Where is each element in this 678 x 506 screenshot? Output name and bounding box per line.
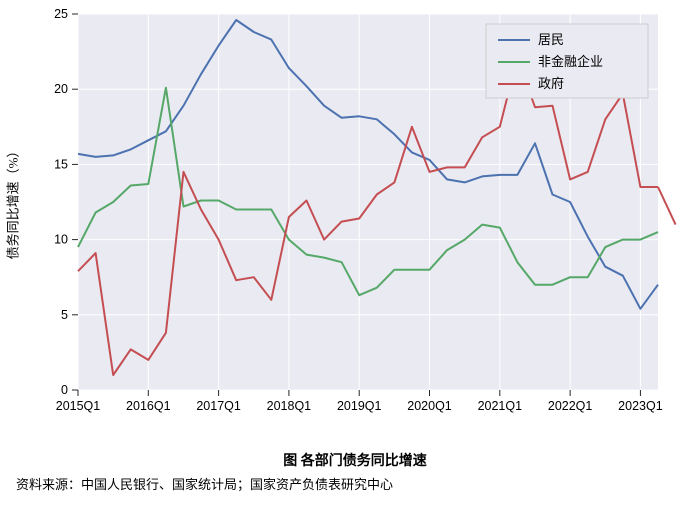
y-tick-label: 25	[54, 7, 68, 21]
x-tick-label: 2017Q1	[196, 399, 241, 413]
caption-block: 图 各部门债务同比增速资料来源：中国人民银行、国家统计局；国家资产负债表研究中心	[0, 438, 678, 493]
chart-svg: 0 5 10 15 20 25 2015Q1 2016Q1 2017Q1 2018Q1 2019Q1…	[0, 0, 678, 438]
y-tick-label: 0	[61, 383, 68, 397]
legend-label: 政府	[538, 76, 564, 91]
y-tick-label: 15	[54, 157, 68, 171]
x-tick-label: 2019Q1	[337, 399, 382, 413]
x-tick-label: 2020Q1	[407, 399, 452, 413]
legend-label: 非金融企业	[538, 54, 603, 69]
y-axis-label: 债务同比增速（%）	[3, 145, 22, 260]
series-line-gov-tail	[658, 187, 676, 225]
caption-title: 图 各部门债务同比增速	[16, 450, 678, 470]
y-tick-label: 10	[54, 233, 68, 247]
x-tick-label: 2022Q1	[548, 399, 593, 413]
y-tick-label: 20	[54, 82, 68, 96]
y-tick-label: 5	[61, 308, 68, 322]
caption-source: 资料来源：中国人民银行、国家统计局；国家资产负债表研究中心	[16, 474, 678, 493]
legend-label: 居民	[538, 32, 564, 47]
x-tick-label: 2015Q1	[56, 399, 101, 413]
chart-container: 债务同比增速（%） 0 5 10 15 20 25 2015Q1 2016Q1 2017Q1 201…	[0, 0, 678, 438]
x-tick-label: 2016Q1	[126, 399, 171, 413]
x-tick-label: 2018Q1	[267, 399, 312, 413]
legend: 居民非金融企业政府	[486, 24, 648, 98]
x-tick-label: 2023Q1	[618, 399, 663, 413]
x-tick-label: 2021Q1	[478, 399, 523, 413]
